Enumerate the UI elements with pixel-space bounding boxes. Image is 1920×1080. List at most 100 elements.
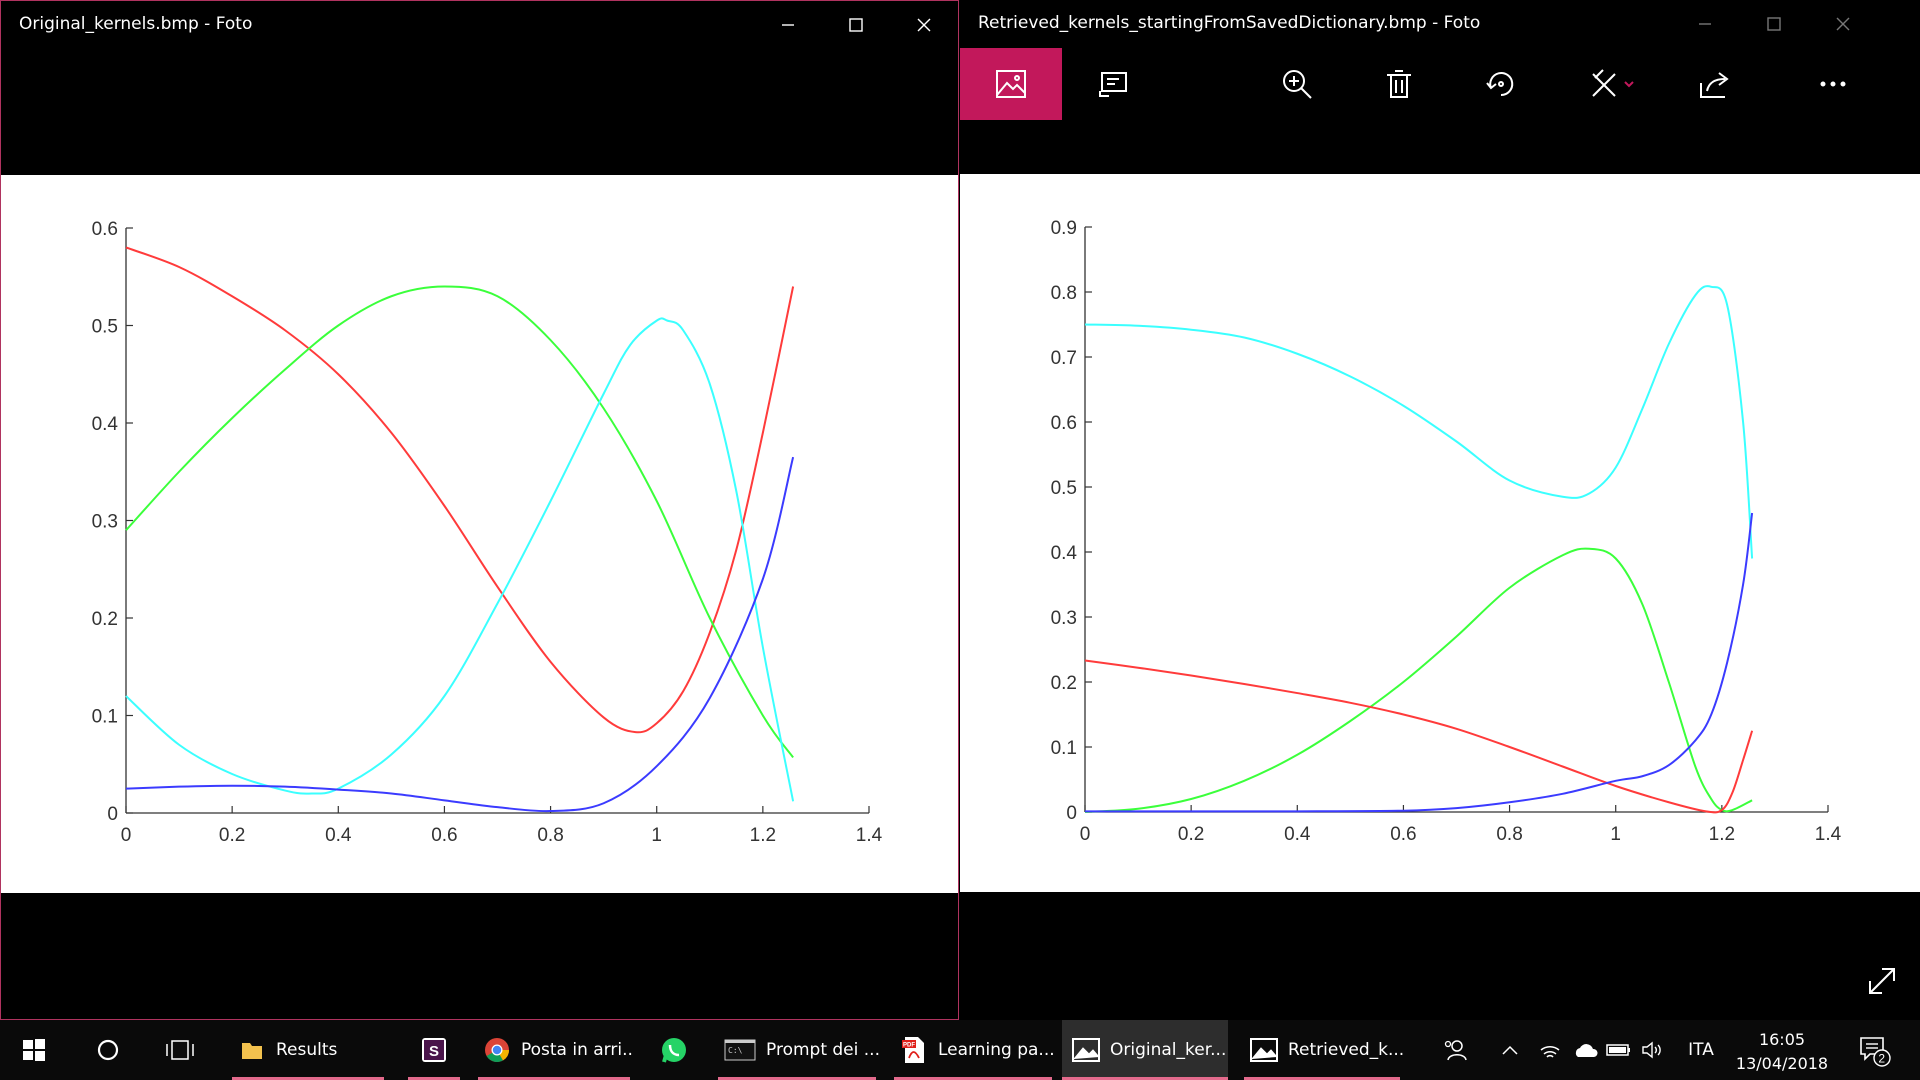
action-center-button[interactable]: 2 — [1852, 1020, 1896, 1080]
x-tick-label: 1 — [1610, 824, 1621, 845]
series-line-1 — [125, 285, 794, 759]
y-tick-label: 0.8 — [1051, 283, 1077, 304]
fullscreen-button[interactable] — [1862, 961, 1902, 1001]
taskbar-app-label: Prompt dei ... — [766, 1040, 880, 1060]
edit-create-icon — [1592, 69, 1634, 97]
volume-button[interactable] — [1638, 1020, 1668, 1080]
y-tick-label: 0.2 — [92, 609, 118, 630]
show-hidden-icons-button[interactable] — [1496, 1020, 1524, 1080]
more-button[interactable] — [1788, 48, 1878, 120]
window-title: Original_kernels.bmp - Foto — [19, 14, 253, 34]
taskbar-app-retrieved-kernels[interactable]: Retrieved_k... — [1240, 1020, 1404, 1080]
y-tick-label: 0.6 — [92, 219, 118, 240]
y-tick-label: 0.1 — [92, 707, 118, 728]
x-tick-label: 1.4 — [1815, 824, 1842, 845]
y-tick-label: 0.9 — [1051, 218, 1077, 239]
x-tick-label: 1 — [651, 825, 662, 846]
running-indicator — [478, 1077, 630, 1080]
maximize-icon — [1767, 17, 1781, 31]
rotate-button[interactable] — [1450, 48, 1552, 120]
delete-button[interactable] — [1348, 48, 1450, 120]
series-line-2 — [1084, 659, 1754, 814]
close-button[interactable] — [1809, 0, 1877, 48]
photo-toolbar — [960, 48, 1920, 120]
wifi-icon — [1540, 1046, 1560, 1058]
whatsapp-icon — [660, 1036, 688, 1064]
image-viewport[interactable]: 0 0.2 0.4 0.6 0.8 1 1.2 1.4 0 0.1 0.2 0.3 0.4 0.5 0.6 0… — [960, 174, 1920, 892]
people-button[interactable] — [1440, 1020, 1472, 1080]
y-tick-label: 0.5 — [1051, 478, 1077, 499]
series-line-0 — [1084, 285, 1754, 559]
running-indicator — [1244, 1077, 1400, 1080]
x-tick-label: 0.6 — [431, 825, 457, 846]
maximize-button[interactable] — [1740, 0, 1808, 48]
pdf-icon: PDF — [900, 1036, 928, 1064]
clock-time: 16:05 — [1758, 1030, 1806, 1049]
slideshow-button[interactable] — [1062, 48, 1164, 120]
clock[interactable]: 16:05 13/04/2018 — [1730, 1028, 1834, 1076]
network-button[interactable] — [1536, 1020, 1564, 1080]
people-icon — [1444, 1040, 1467, 1061]
minimize-icon — [1699, 23, 1711, 25]
minimize-button[interactable] — [1671, 0, 1739, 48]
input-language-button[interactable]: ITA — [1680, 1020, 1722, 1080]
start-button[interactable] — [10, 1020, 58, 1080]
kernel-plot-original: 0 0.2 0.4 0.6 0.8 1 1.2 1.4 0 0.1 0.2 0.3 0.4 0.5 0.6 — [92, 219, 883, 846]
taskbar-app-label: Results — [276, 1040, 338, 1060]
maximize-icon — [849, 18, 863, 32]
zoom-button[interactable] — [1246, 48, 1348, 120]
x-tick-label: 1.2 — [1709, 824, 1735, 845]
taskbar-app-results[interactable]: Results — [228, 1020, 388, 1080]
onedrive-button[interactable] — [1570, 1020, 1600, 1080]
x-tick-label: 0 — [1080, 824, 1091, 845]
svg-text:PDF: PDF — [903, 1043, 915, 1049]
taskbar-app-command-prompt[interactable]: C:\ Prompt dei ... — [714, 1020, 880, 1080]
x-tick-label: 0.4 — [325, 825, 352, 846]
taskbar-app-original-kernels[interactable]: Original_ker... — [1062, 1020, 1228, 1080]
taskbar-app-label: Learning pa... — [938, 1040, 1055, 1060]
chevron-up-icon — [1502, 1045, 1518, 1055]
task-view-button[interactable] — [156, 1020, 204, 1080]
photo-window-retrieved: Retrieved_kernels_startingFromSavedDicti… — [960, 0, 1920, 1019]
notification-count: 2 — [1878, 1052, 1885, 1066]
share-button[interactable] — [1664, 48, 1766, 120]
maximize-button[interactable] — [822, 1, 890, 49]
taskbar: Results S Posta in arri... C:\ Prompt de… — [0, 1020, 1920, 1080]
titlebar[interactable]: Retrieved_kernels_startingFromSavedDicti… — [960, 0, 1920, 48]
svg-text:S: S — [429, 1043, 439, 1060]
running-indicator — [408, 1077, 460, 1080]
windows-logo-icon — [23, 1039, 45, 1061]
taskbar-app-pdf[interactable]: PDF Learning pa... — [890, 1020, 1056, 1080]
taskbar-app-slack[interactable]: S — [404, 1020, 464, 1080]
taskbar-app-label: Posta in arri... — [520, 1040, 634, 1060]
minimize-icon — [782, 24, 794, 26]
battery-icon — [1606, 1044, 1630, 1056]
series-line-3 — [1084, 512, 1754, 813]
taskbar-app-label: Retrieved_k... — [1288, 1040, 1404, 1060]
y-tick-label: 0 — [107, 804, 118, 825]
x-tick-label: 0.8 — [1496, 824, 1522, 845]
titlebar[interactable]: Original_kernels.bmp - Foto — [1, 1, 958, 49]
y-tick-label: 0.1 — [1051, 738, 1077, 759]
picture-icon — [996, 70, 1026, 98]
battery-button[interactable] — [1604, 1020, 1634, 1080]
image-viewport[interactable]: 0 0.2 0.4 0.6 0.8 1 1.2 1.4 0 0.1 0.2 0.3 0.4 0.5 0.6 — [1, 175, 958, 893]
x-tick-label: 0 — [121, 825, 132, 846]
taskbar-app-whatsapp[interactable] — [644, 1020, 704, 1080]
close-button[interactable] — [890, 1, 958, 49]
y-tick-label: 0 — [1066, 803, 1077, 824]
svg-text:C:\: C:\ — [728, 1046, 743, 1055]
edit-button[interactable] — [1562, 48, 1664, 120]
y-tick-label: 0.6 — [1051, 413, 1077, 434]
notification-icon: 2 — [1860, 1037, 1891, 1067]
share-icon — [1700, 72, 1729, 98]
cortana-button[interactable] — [84, 1020, 132, 1080]
minimize-button[interactable] — [754, 1, 822, 49]
command-prompt-icon: C:\ — [724, 1036, 756, 1064]
close-icon — [917, 18, 931, 32]
taskbar-app-chrome[interactable]: Posta in arri... — [474, 1020, 634, 1080]
y-tick-label: 0.2 — [1051, 673, 1077, 694]
slack-icon: S — [420, 1036, 448, 1064]
image-view-button[interactable] — [960, 48, 1062, 120]
x-tick-label: 0.8 — [537, 825, 563, 846]
